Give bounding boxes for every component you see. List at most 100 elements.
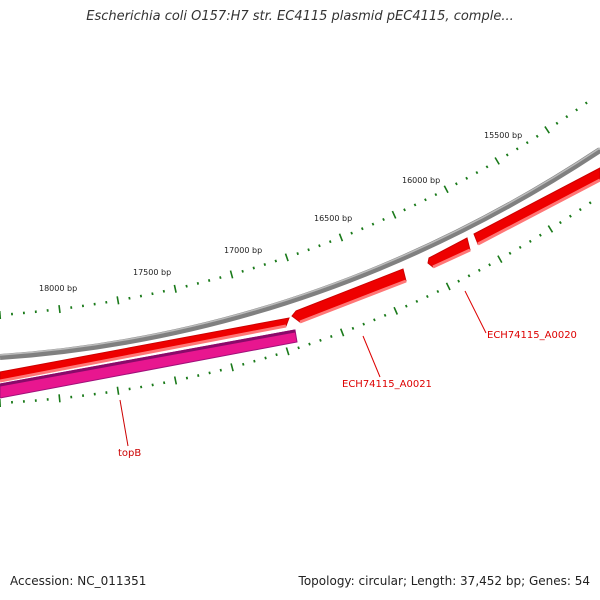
minor-tick [219, 368, 222, 372]
ruler-label-16000: 16000 bp [402, 176, 440, 185]
leader-line-ECH74115_A0021 [362, 335, 381, 378]
minor-tick [457, 279, 461, 283]
gene-shadow [0, 178, 600, 383]
minor-tick [515, 147, 519, 151]
minor-tick [139, 294, 143, 298]
minor-tick [465, 176, 469, 180]
leader-line-ECH74115_A0020 [464, 290, 487, 334]
minor-tick [508, 251, 512, 255]
minor-tick [565, 115, 569, 119]
gene-arc-right[interactable] [473, 167, 600, 245]
gene-label-topB[interactable]: topB [118, 448, 141, 459]
major-tick [443, 185, 449, 194]
minor-tick [242, 362, 245, 366]
minor-tick [328, 240, 332, 244]
major-tick [173, 376, 178, 385]
topology-summary: Topology: circular; Length: 37,452 bp; G… [298, 574, 590, 588]
major-tick [230, 363, 234, 372]
minor-tick [362, 322, 366, 326]
minor-tick [163, 381, 166, 385]
minor-tick [330, 335, 333, 338]
minor-tick [241, 269, 244, 273]
minor-tick [588, 201, 592, 205]
minor-tick [424, 198, 427, 202]
minor-tick [253, 359, 256, 363]
minor-tick [382, 217, 385, 222]
minor-tick [275, 353, 278, 357]
minor-tick [162, 289, 165, 293]
ruler-label-16500: 16500 bp [314, 214, 352, 223]
minor-tick [360, 227, 364, 231]
major-tick [116, 386, 120, 395]
gene-label-ECH74115_A0020[interactable]: ECH74115_A0020 [487, 330, 577, 341]
gene-label-ECH74115_A0021[interactable]: ECH74115_A0021 [342, 379, 432, 390]
minor-tick [477, 268, 481, 272]
minor-tick [308, 342, 311, 346]
major-tick [338, 233, 344, 242]
minor-tick [383, 313, 387, 317]
minor-tick [297, 346, 300, 350]
minor-tick [274, 259, 278, 263]
minor-tick [151, 292, 154, 296]
minor-tick [528, 239, 532, 243]
minor-tick [455, 182, 458, 186]
minor-tick [350, 231, 353, 235]
accession-text: Accession: NC_011351 [10, 574, 147, 588]
minor-tick [263, 263, 267, 266]
minor-tick [518, 245, 522, 249]
map-title: Escherichia coli O157:H7 str. EC4115 pla… [86, 9, 514, 24]
minor-tick [140, 385, 143, 389]
minor-tick [578, 208, 582, 212]
minor-tick [319, 338, 322, 342]
minor-tick [535, 134, 539, 138]
major-tick [391, 210, 397, 219]
minor-tick [413, 203, 417, 207]
minor-tick [128, 296, 131, 300]
gene-arc-topB-edge [0, 329, 296, 387]
minor-tick [196, 281, 200, 285]
minor-tick [555, 121, 559, 125]
outer-tick-marks [0, 101, 588, 320]
backbone-highlight [0, 147, 600, 356]
major-tick [229, 270, 234, 279]
minor-tick [425, 294, 429, 299]
minor-tick [467, 274, 471, 278]
minor-tick [404, 304, 408, 308]
minor-tick [584, 101, 588, 105]
major-tick [173, 284, 177, 293]
minor-tick [538, 233, 542, 237]
minor-tick [373, 318, 376, 322]
minor-tick [296, 252, 299, 256]
minor-tick [351, 326, 355, 330]
minor-tick [208, 371, 211, 375]
minor-tick [371, 222, 375, 226]
minor-tick [558, 221, 562, 225]
major-tick [285, 347, 290, 356]
minor-tick [197, 374, 200, 377]
minor-tick [185, 376, 189, 380]
minor-tick [415, 299, 419, 303]
minor-tick [151, 383, 154, 387]
minor-tick [403, 208, 406, 212]
ruler-label-17500: 17500 bp [133, 268, 171, 277]
minor-tick [434, 193, 438, 197]
minor-tick [505, 153, 509, 157]
minor-tick [488, 263, 491, 267]
minor-tick [568, 214, 572, 218]
minor-tick [185, 284, 188, 288]
major-tick [284, 253, 289, 262]
ruler-label-15500: 15500 bp [484, 131, 522, 140]
ruler-label-17000: 17000 bp [224, 246, 262, 255]
major-tick [58, 394, 61, 403]
major-tick [494, 157, 500, 165]
minor-tick [475, 171, 479, 175]
minor-tick [207, 279, 211, 282]
leader-line-topB [119, 399, 129, 447]
major-tick [547, 225, 554, 233]
major-tick [393, 306, 399, 315]
minor-tick [307, 248, 310, 252]
inner-tick-marks [0, 201, 592, 408]
backbone-arc [0, 147, 600, 360]
major-tick [544, 126, 550, 134]
